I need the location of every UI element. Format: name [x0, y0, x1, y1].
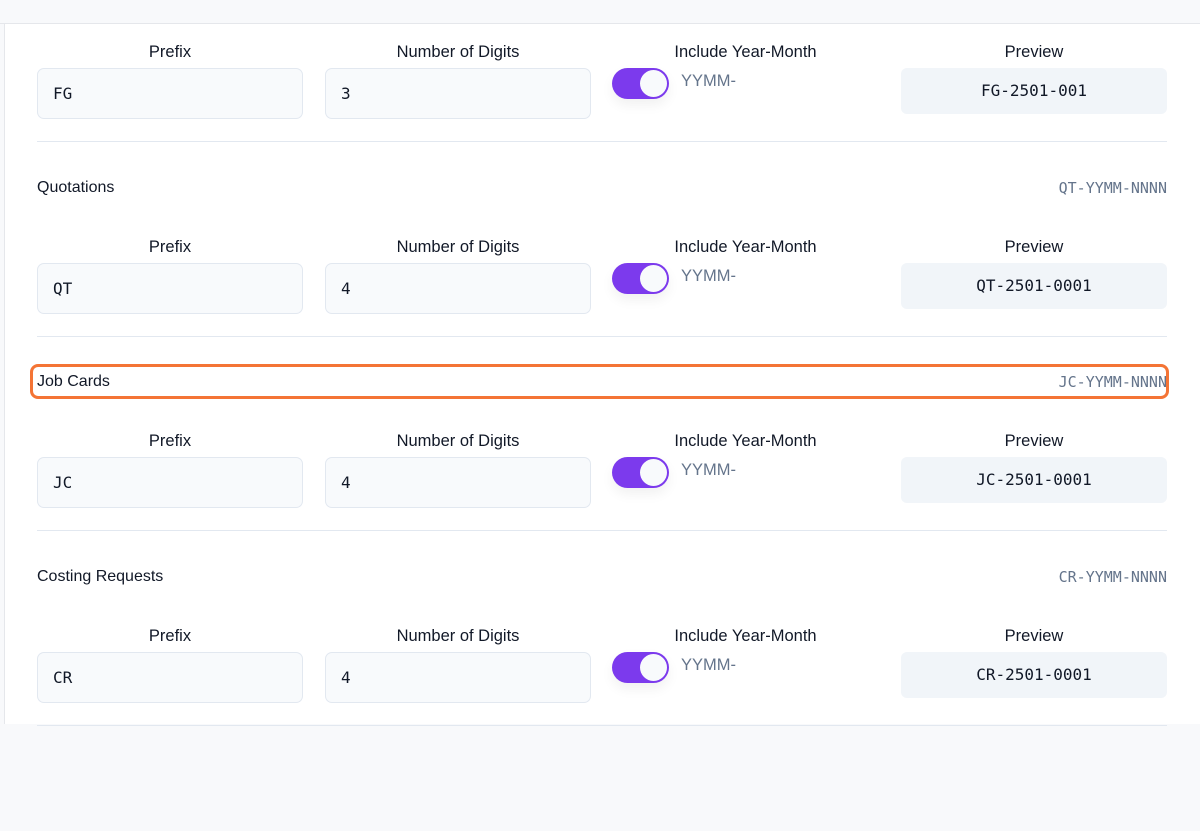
digits-input[interactable]: 4 — [325, 262, 591, 314]
toggle-knob — [640, 264, 667, 292]
highlight-box — [30, 364, 1169, 399]
year-month-toggle[interactable] — [612, 651, 669, 683]
top-bar — [0, 0, 1200, 24]
digits-label: Number of Digits — [396, 626, 520, 645]
yymm-hint: YYMM- — [681, 655, 736, 674]
digits-label: Number of Digits — [396, 237, 520, 256]
year-month-label: Include Year-Month — [674, 432, 817, 450]
divider — [37, 724, 1167, 726]
prefix-label: Prefix — [148, 626, 192, 645]
prefix-input[interactable]: QT — [37, 262, 303, 314]
prefix-label: Prefix — [148, 432, 192, 450]
section-pattern: JC-YYMM-NNNN — [1058, 373, 1167, 391]
numbering-section: Job Cards JC-YYMM-NNNN Prefix Number of … — [37, 373, 1167, 636]
preview-label: Preview — [1004, 237, 1064, 256]
section-pattern: CR-YYMM-NNNN — [1058, 567, 1167, 586]
section-title: Quotations — [37, 178, 115, 196]
prefix-input[interactable]: CR — [37, 651, 303, 703]
preview-value: QT-2501-0001 — [901, 262, 1167, 309]
toggle-knob — [640, 653, 667, 681]
digits-input[interactable]: 4 — [325, 651, 591, 703]
settings-card — [4, 24, 1200, 724]
year-month-toggle[interactable] — [612, 68, 669, 99]
prefix-input[interactable]: JC — [37, 457, 303, 508]
yymm-hint: YYMM- — [681, 461, 736, 479]
year-month-toggle[interactable] — [612, 457, 669, 488]
divider — [37, 530, 1167, 531]
prefix-label: Prefix — [148, 237, 192, 256]
section-title: Costing Requests — [37, 567, 164, 585]
toggle-knob — [640, 70, 667, 97]
year-month-toggle[interactable] — [612, 262, 669, 294]
yymm-hint: YYMM- — [681, 72, 736, 90]
divider — [37, 335, 1167, 337]
section-title: Job Cards — [37, 373, 110, 390]
toggle-knob — [640, 459, 667, 486]
preview-label: Preview — [1004, 432, 1064, 450]
prefix-input[interactable]: FG — [37, 68, 303, 119]
section-pattern: QT-YYMM-NNNN — [1058, 178, 1167, 197]
digits-label: Number of Digits — [396, 43, 520, 61]
year-month-label: Include Year-Month — [674, 237, 817, 256]
numbering-section: Quotations QT-YYMM-NNNN Prefix Number of… — [37, 179, 1167, 442]
preview-value: FG-2501-001 — [901, 68, 1167, 114]
digits-input[interactable]: 4 — [325, 457, 591, 508]
numbering-section: Prefix Number of Digits Include Year-Mon… — [37, 43, 1167, 247]
year-month-label: Include Year-Month — [674, 626, 817, 645]
digits-input[interactable]: 3 — [325, 68, 591, 119]
preview-label: Preview — [1004, 43, 1064, 61]
year-month-label: Include Year-Month — [674, 43, 817, 61]
yymm-hint: YYMM- — [681, 266, 736, 285]
divider — [37, 141, 1167, 142]
prefix-label: Prefix — [148, 43, 192, 61]
numbering-section: Costing Requests CR-YYMM-NNNN Prefix Num… — [37, 568, 1167, 831]
preview-value: CR-2501-0001 — [901, 651, 1167, 698]
digits-label: Number of Digits — [396, 432, 520, 450]
preview-label: Preview — [1004, 626, 1064, 645]
preview-value: JC-2501-0001 — [901, 457, 1167, 503]
